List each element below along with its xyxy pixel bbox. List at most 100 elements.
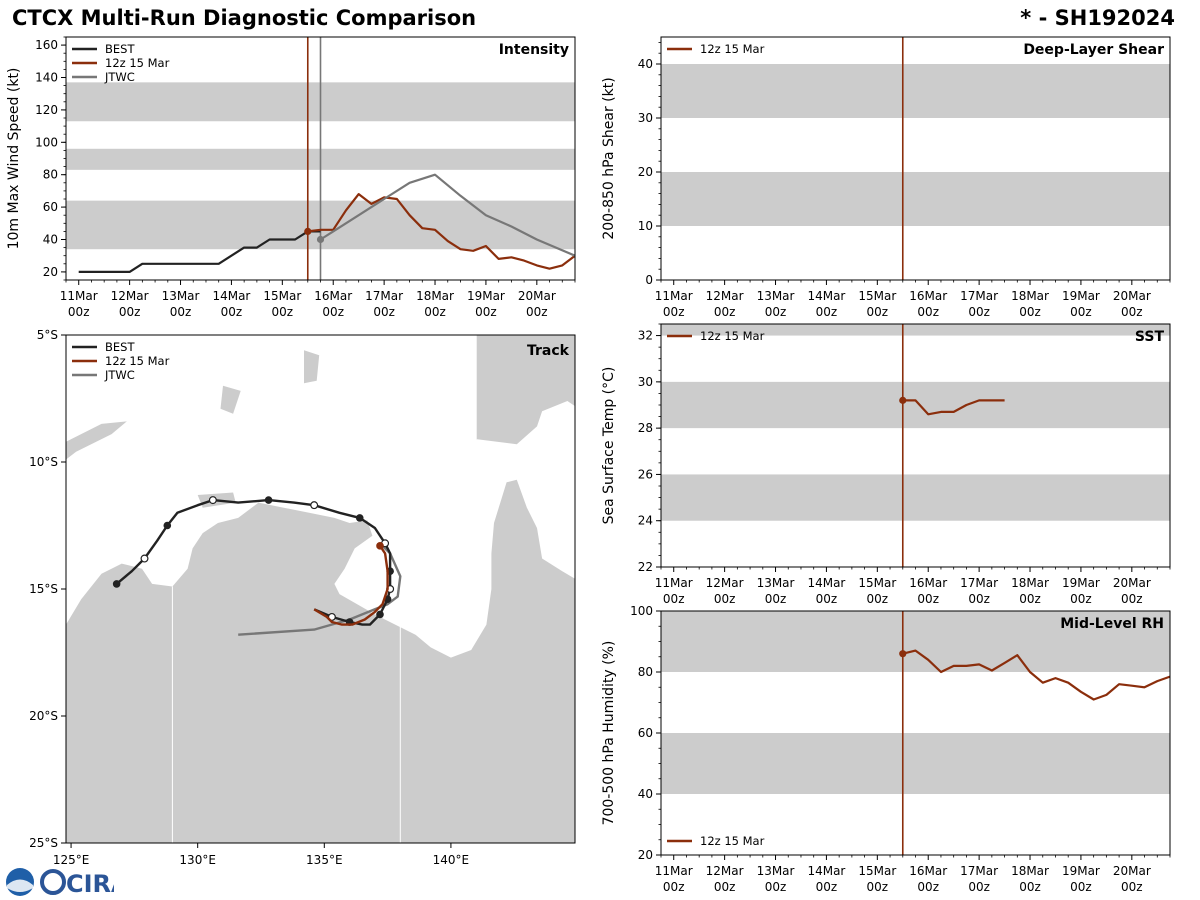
- shear-xtick-label-hour: 00z: [1121, 305, 1143, 319]
- shear-ytick-label: 40: [638, 57, 653, 71]
- shear-xtick-label-day: 13Mar: [757, 289, 795, 303]
- shear-xtick-label-hour: 00z: [663, 305, 685, 319]
- sst-ytick-label: 22: [638, 560, 653, 574]
- sst-xtick-label-day: 20Mar: [1113, 576, 1151, 590]
- sst-ytick-label: 26: [638, 467, 653, 481]
- track-series-jtwc: [238, 542, 402, 636]
- sst-ytick-label: 28: [638, 421, 653, 435]
- sst-xtick-label-day: 15Mar: [858, 576, 896, 590]
- aru-islands: [304, 350, 320, 384]
- shear-xtick-label-day: 14Mar: [807, 289, 845, 303]
- rh-xtick-label-hour: 00z: [1121, 880, 1143, 894]
- intensity-plot-area: [66, 37, 575, 280]
- rh-xtick-label-day: 17Mar: [960, 864, 998, 878]
- rh-xtick-label-day: 20Mar: [1113, 864, 1151, 878]
- track-xtick-label: 140°E: [433, 853, 470, 867]
- sst-plot-area: [661, 324, 1170, 567]
- shear-xtick-label-hour: 00z: [1019, 305, 1041, 319]
- track-best-marker-filled: [163, 521, 172, 530]
- track-map-area: [66, 335, 575, 843]
- rh-xtick-label-hour: 00z: [714, 880, 736, 894]
- shear-xtick-label-day: 11Mar: [655, 289, 693, 303]
- sst-xtick-label-hour: 00z: [867, 592, 889, 606]
- rh-xtick-label-day: 13Mar: [757, 864, 795, 878]
- intensity-xtick-label-day: 17Mar: [365, 289, 403, 303]
- rh-xtick-label-day: 14Mar: [807, 864, 845, 878]
- intensity-xtick-label-hour: 00z: [322, 305, 344, 319]
- intensity-xtick-label-day: 12Mar: [111, 289, 149, 303]
- rh-xtick-label-hour: 00z: [1019, 880, 1041, 894]
- intensity-xtick-label-day: 15Mar: [263, 289, 301, 303]
- shear-plot-area: [661, 37, 1170, 280]
- intensity-ytick-label: 20: [43, 265, 58, 279]
- intensity-series-best: [78, 230, 321, 273]
- intensity-ytick-label: 140: [35, 71, 58, 85]
- track-ytick-label: 20°S: [29, 709, 58, 723]
- rh-series-run: [902, 649, 1170, 701]
- track-panel: 125°E 130°E 135°E 140°E 5°S 10°S 15°S 20°S 25°S T…: [29, 328, 576, 867]
- shear-ytick-label: 30: [638, 111, 653, 125]
- rh-ytick-label: 100: [630, 604, 653, 618]
- track-ytick-label: 25°S: [29, 836, 58, 850]
- sst-xtick-label-day: 17Mar: [960, 576, 998, 590]
- track-series-run: [313, 545, 389, 626]
- rh-xtick-label-day: 12Mar: [706, 864, 744, 878]
- rh-xtick-label-day: 16Mar: [909, 864, 947, 878]
- sst-ylabel: Sea Surface Temp (°C): [601, 367, 617, 525]
- shear-xtick-label-hour: 00z: [714, 305, 736, 319]
- track-xtick-label: 125°E: [53, 853, 90, 867]
- rh-xtick-label-day: 19Mar: [1062, 864, 1100, 878]
- track-legend-label-best: BEST: [105, 340, 135, 354]
- sst-xtick-label-day: 18Mar: [1011, 576, 1049, 590]
- intensity-xtick-label-hour: 00z: [526, 305, 548, 319]
- rh-xtick-label-day: 15Mar: [858, 864, 896, 878]
- shear-ylabel: 200-850 hPa Shear (kt): [601, 77, 617, 239]
- intensity-series-jtwc: [319, 173, 575, 257]
- track-xtick-label: 135°E: [306, 853, 343, 867]
- sst-xtick-label-hour: 00z: [765, 592, 787, 606]
- track-run-marker-filled: [376, 542, 384, 550]
- rh-xtick-label-hour: 00z: [867, 880, 889, 894]
- shear-ytick-label: 0: [645, 273, 653, 287]
- rh-band-1: [661, 611, 1170, 672]
- intensity-series-run: [307, 193, 575, 270]
- rh-band-0: [661, 733, 1170, 794]
- intensity-panel: 20 40 60 80 100 120 140 160 11Mar 00z 12Mar 00z 13Ma…: [6, 36, 576, 319]
- intensity-xtick-label-day: 16Mar: [314, 289, 352, 303]
- intensity-legend-label-jtwc: JTWC: [104, 70, 135, 84]
- track-best-marker-filled: [355, 514, 364, 522]
- sst-frame: [660, 323, 1171, 568]
- intensity-ylabel: 10m Max Wind Speed (kt): [6, 68, 22, 250]
- rh-xtick-label-hour: 00z: [663, 880, 685, 894]
- sst-xtick-label-day: 19Mar: [1062, 576, 1100, 590]
- shear-xtick-label-hour: 00z: [917, 305, 939, 319]
- rh-xtick-label-hour: 00z: [1070, 880, 1092, 894]
- intensity-ytick-label: 100: [35, 135, 58, 149]
- intensity-ytick-label: 40: [43, 233, 58, 247]
- new-guinea-landmass: [476, 335, 575, 445]
- shear-ytick-label: 10: [638, 219, 653, 233]
- sst-xtick-label-day: 13Mar: [757, 576, 795, 590]
- shear-band-1: [661, 64, 1170, 118]
- sst-series-run-init-marker: [899, 396, 907, 404]
- groote-eylandt-water: [357, 556, 370, 572]
- shear-xtick-label-day: 15Mar: [858, 289, 896, 303]
- shear-xtick-label-day: 19Mar: [1062, 289, 1100, 303]
- shear-ytick-label: 20: [638, 165, 653, 179]
- track-ytick-label: 5°S: [37, 328, 58, 342]
- sst-xtick-label-hour: 00z: [663, 592, 685, 606]
- intensity-xtick-label-day: 13Mar: [162, 289, 200, 303]
- sst-ytick-label: 24: [638, 514, 653, 528]
- shear-xtick-label-day: 16Mar: [909, 289, 947, 303]
- intensity-xtick-label-hour: 00z: [475, 305, 497, 319]
- rh-series-run-init-marker: [899, 650, 907, 658]
- rh-xtick-label-day: 11Mar: [655, 864, 693, 878]
- shear-xtick-label-day: 17Mar: [960, 289, 998, 303]
- shear-title: Deep-Layer Shear: [1023, 42, 1164, 58]
- cira-logo: CIRA: [6, 868, 114, 898]
- sst-xtick-label-day: 12Mar: [706, 576, 744, 590]
- rh-ytick-label: 80: [638, 665, 653, 679]
- rh-panel: 20 40 60 80 100 11Mar 00z 12Mar 00z 13Mar 00z 14Mar…: [601, 604, 1171, 894]
- track-best-marker-open: [208, 496, 217, 505]
- track-xtick-label: 130°E: [179, 853, 216, 867]
